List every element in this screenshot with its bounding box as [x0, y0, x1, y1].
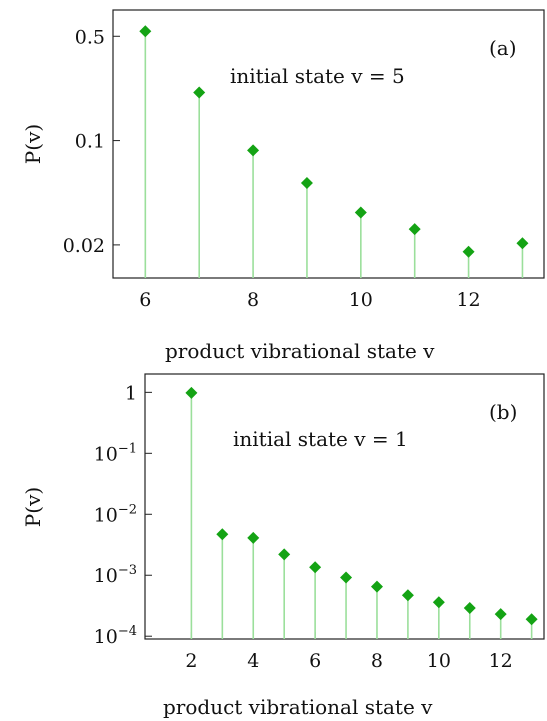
data-point: [463, 602, 476, 615]
panel-a: (a) initial state v = 5 product vibratio…: [21, 9, 545, 363]
data-point: [278, 548, 291, 561]
x-tick-label: 12: [456, 289, 480, 311]
data-point: [309, 561, 322, 574]
x-axis-label-b: product vibrational state v: [163, 695, 433, 719]
y-axis-label-a: P(v): [21, 124, 45, 164]
y-tick-label: 1: [125, 382, 137, 404]
plot-frame-b: [144, 373, 545, 640]
x-axis-label-a: product vibrational state v: [165, 339, 435, 363]
data-point: [139, 25, 152, 38]
panel-label-a: (a): [489, 36, 517, 60]
y-tick-label: 10−1: [94, 441, 137, 465]
y-tick-label: 0.5: [75, 26, 105, 48]
panel-label-b: (b): [489, 400, 517, 424]
y-tick-label: 10−3: [94, 563, 137, 587]
x-tick-label: 8: [247, 289, 259, 311]
y-tick-label: 10−2: [94, 502, 137, 526]
data-point: [354, 206, 367, 219]
data-point: [370, 580, 383, 593]
x-tick-label: 4: [247, 650, 259, 672]
marks-b: 2 4 6 8 10 12 1 10−1 10−2 10−3 10−4: [94, 382, 538, 672]
y-tick-label: 0.02: [63, 235, 105, 257]
data-point: [340, 571, 353, 584]
data-point: [408, 223, 421, 236]
data-point: [401, 589, 414, 602]
x-tick-label: 10: [349, 289, 373, 311]
annotation-a: initial state v = 5: [230, 64, 405, 88]
data-point: [193, 86, 206, 99]
data-point: [185, 386, 198, 399]
plot-frame-a: [112, 9, 545, 279]
x-tick-label: 2: [185, 650, 197, 672]
x-tick-label: 8: [371, 650, 383, 672]
data-point: [300, 176, 313, 189]
data-point: [247, 144, 260, 157]
x-tick-label: 12: [489, 650, 513, 672]
data-point: [525, 613, 538, 626]
x-tick-label: 6: [309, 650, 321, 672]
x-tick-label: 6: [139, 289, 151, 311]
marks-a: 6 8 10 12 0.5 0.1 0.02: [63, 25, 529, 311]
panel-b: (b) initial state v = 1 product vibratio…: [21, 373, 545, 719]
data-point: [432, 596, 445, 609]
x-tick-label: 10: [427, 650, 451, 672]
annotation-b: initial state v = 1: [233, 427, 408, 451]
data-point: [516, 237, 529, 250]
data-point: [462, 245, 475, 258]
data-point: [494, 608, 507, 621]
y-axis-label-b: P(v): [21, 487, 45, 527]
data-point: [216, 528, 229, 541]
y-tick-label: 10−4: [94, 624, 137, 648]
y-tick-label: 0.1: [75, 131, 105, 153]
data-point: [247, 531, 260, 544]
